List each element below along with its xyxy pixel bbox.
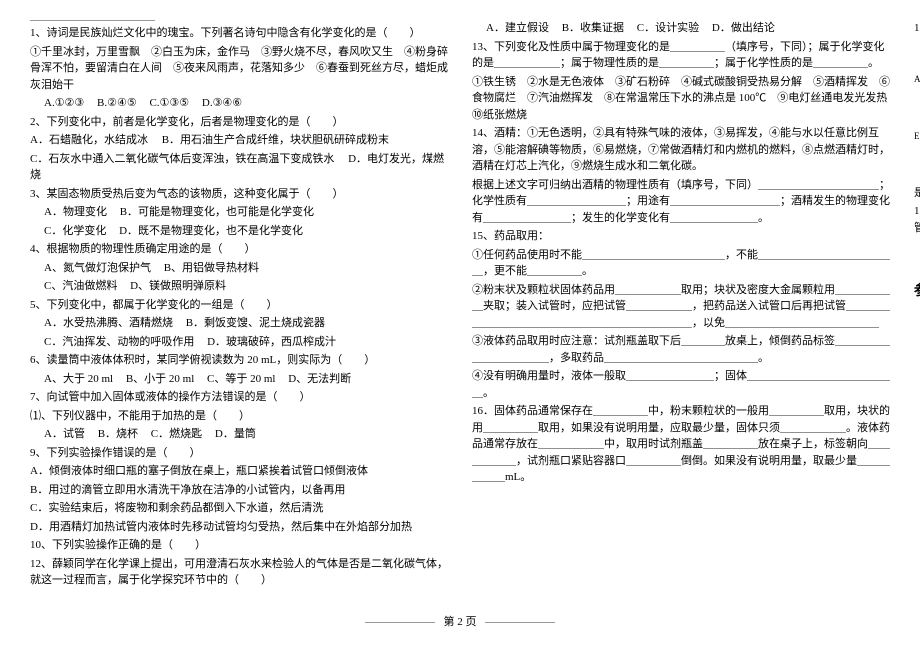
q1-opt-b: B.②④⑤ <box>97 97 137 109</box>
page-number: 第 2 页 <box>444 616 477 628</box>
q9-c: C．实验结束后，将废物和剩余药品都倒入下水道，然后清洗 <box>30 500 448 517</box>
q1-opt-c: C.①③⑤ <box>149 97 189 109</box>
q7-1-opts: A．试管 B．烧杯 C．燃烧匙 D．量筒 <box>30 426 448 443</box>
q6-d: D、无法判断 <box>288 373 351 385</box>
q5-c: C．汽油挥发、动物的呼吸作用 <box>44 336 194 348</box>
question-18-2: （3）量取液体体积的是＿＿＿；（4）用于搅拌液体的是＿＿＿ <box>914 238 920 255</box>
question-14-2: 根据上述文字可归纳出酒精的物理性质有（填序号，下同）＿＿＿＿＿＿＿＿＿＿＿；化学… <box>472 177 890 227</box>
question-2: 2、下列变化中，前者是化学变化，后者是物理变化的是（ ） <box>30 114 448 131</box>
q4-a: A、氮气做灯泡保护气 <box>44 262 151 274</box>
q7-1-d: D．量筒 <box>215 428 256 440</box>
question-10: 10、下列实验操作正确的是（ ） <box>30 537 448 554</box>
q2-c: C．石灰水中通入二氧化碳气体后变浑浊，铁在高温下变成铁水 D．电灯发光，煤燃烧 <box>30 151 448 184</box>
q13-items: ①铁生锈 ②水是无色液体 ③矿石粉碎 ④碱式碳酸铜受热易分解 ⑤酒精挥发 ⑥食物… <box>472 74 890 124</box>
q2-b-text: B．用石油生产合成纤维，块状胆矾研碎成粉末 <box>162 134 389 146</box>
q12-opts: A．建立假设 B．收集证据 C．设计实验 D．做出结论 <box>472 20 890 37</box>
question-15-3: ③液体药品取用时应注意：试剂瓶盖取下后＿＿＿＿放桌上，倾倒药品标签＿＿＿＿＿＿＿… <box>472 333 890 366</box>
q9-d: D．用酒精灯加热试管内液体时先移动试管均匀受热，然后集中在外焰部分加热 <box>30 519 448 536</box>
q12-d: D．做出结论 <box>712 22 775 34</box>
q1-options: A.①②③ B.②④⑤ C.①③⑤ D.③④⑥ <box>30 95 448 112</box>
q12-b: B．收集证据 <box>562 22 624 34</box>
q4-b: B、用铝做导热材料 <box>164 262 259 274</box>
question-14: 14、酒精：①无色透明，②具有特殊气味的液体，③易挥发，④能与水以任意比例互溶，… <box>472 125 890 175</box>
footer-line-right <box>485 622 555 623</box>
q1-opt-a: A.①②③ <box>44 97 84 109</box>
q17-8: 是＿＿＿(8)加热时常垫在玻璃容器与热源之间的用品是＿＿＿。 <box>914 185 920 202</box>
question-15-4: ④没有明确用量时，液体一般取＿＿＿＿＿＿＿＿；固体＿＿＿＿＿＿＿＿＿＿＿＿＿＿。 <box>472 368 890 401</box>
q17-icons-row1: A.锥形瓶 B.广口瓶 C.石棉网 D.蒸发皿 (1)用来夹持试管的工具是＿＿＿… <box>914 39 920 95</box>
q2-c-text: C．石灰水中通入二氧化碳气体后变浑浊，铁在高温下变成铁水 <box>30 153 334 165</box>
answers-heading: 参考答案 <box>914 281 920 302</box>
q3-row2: C．化学变化 D．既不是物理变化，也不是化学变化 <box>30 223 448 240</box>
question-9: 9、下列实验操作错误的是（ ） <box>30 445 448 462</box>
q5-row1: A．水受热沸腾、酒精燃烧 B．剩饭变馊、泥土烧成瓷器 <box>30 315 448 332</box>
q5-b: B．剩饭变馊、泥土烧成瓷器 <box>186 317 325 329</box>
icon-conical-flask: A.锥形瓶 <box>914 43 920 87</box>
divider-top <box>30 20 155 21</box>
q6-opts: A、大于 20 ml B、小于 20 ml C、等于 20 ml D、无法判断 <box>30 371 448 388</box>
q9-a: A．倾倒液体时细口瓶的塞子倒放在桌上，瓶口紧挨着试管口倾倒液体 <box>30 463 448 480</box>
question-6: 6、读量筒中液体体积时，某同学俯视读数为 20 mL，则实际为（ ） <box>30 352 448 369</box>
q1-text: 1、诗词是民族灿烂文化中的瑰宝。下列著名诗句中隐含有化学变化的是（ ） <box>30 27 421 39</box>
q17-icons-row2: E.试管夹 F.燃烧匙 G.试管刷 H.坩埚钳 (4)用于洗涤仪器内壁的工具是＿… <box>914 94 920 185</box>
q4-row1: A、氮气做灯泡保护气 B、用铝做导热材料 <box>30 260 448 277</box>
q5-row2: C．汽油挥发、动物的呼吸作用 D．玻璃破碎，西瓜榨成汁 <box>30 334 448 351</box>
question-15-2: ②粉末状及颗粒状固体药品用＿＿＿＿＿＿取用；块状及密度大金属颗粒用＿＿＿＿＿＿夹… <box>472 282 890 332</box>
q3-a: A．物理变化 <box>44 206 107 218</box>
apparatus-icons-row2: E.试管夹 F.燃烧匙 G.试管刷 H.坩埚钳 <box>914 98 920 144</box>
q3-row1: A．物理变化 B．可能是物理变化，也可能是化学变化 <box>30 204 448 221</box>
question-15-1: ①任何药品使用时不能＿＿＿＿＿＿＿＿＿＿＿＿＿，不能＿＿＿＿＿＿＿＿＿＿＿＿＿，… <box>472 247 890 280</box>
icon-a-label: A.锥形瓶 <box>914 74 920 84</box>
q3-c: C．化学变化 <box>44 225 106 237</box>
q4-d: D、镁做照明弹原料 <box>130 280 226 292</box>
q2-a: A．石蜡融化，水结成冰 B．用石油生产合成纤维，块状胆矾研碎成粉末 <box>30 132 448 149</box>
q7-1-c: C．燃烧匙 <box>151 428 202 440</box>
q6-a: A、大于 20 ml <box>44 373 113 385</box>
page-footer: 第 2 页 <box>30 614 890 631</box>
q12-a: A．建立假设 <box>486 22 549 34</box>
question-13: 13、下列变化及性质中属于物理变化的是＿＿＿＿＿（填序号，下同）；属于化学变化的… <box>472 39 890 72</box>
footer-line-left <box>365 622 435 623</box>
q3-d: D．既不是物理变化，也不是化学变化 <box>119 225 303 237</box>
question-4: 4、根据物质的物理性质确定用途的是（ ） <box>30 241 448 258</box>
q5-d: D．玻璃破碎，西瓜榨成汁 <box>207 336 336 348</box>
question-5: 5、下列变化中，都属于化学变化的一组是（ ） <box>30 297 448 314</box>
question-7-1: ⑴、下列仪器中，不能用于加热的是（ ） <box>30 408 448 425</box>
q1-stem-poems: ①千里冰封，万里雪飘 ②白玉为床，金作马 ③野火烧不尽，春风吹又生 ④粉身碎骨浑… <box>30 44 448 94</box>
q5-a: A．水受热沸腾、酒精燃烧 <box>44 317 173 329</box>
icon-e-label: E.试管夹 <box>914 131 920 141</box>
q7-1-b: B．烧杯 <box>98 428 138 440</box>
q9-b: B．用过的滴管立即用水清洗干净放在洁净的小试管内，以备再用 <box>30 482 448 499</box>
question-17: 17．将下列各仪器名称前的字母序号与其用途相对应的选项填写在相应位置上。 <box>914 20 920 37</box>
question-18: 18．现有下列仪器：①试管；②玻璃棒；③药匙；④托盘天平；⑤蒸发皿；⑥胶头滴管。… <box>914 203 920 236</box>
question-18-3: （5）用于给液体加热的是＿＿＿；（6）用于吸取和滴加少量液体的是＿＿＿ <box>914 257 920 274</box>
q6-c: C、等于 20 ml <box>207 373 275 385</box>
q4-row2: C、汽油做燃料 D、镁做照明弹原料 <box>30 278 448 295</box>
q1-opt-d: D.③④⑥ <box>202 97 242 109</box>
question-16: 16．固体药品通常保存在＿＿＿＿＿中，粉末颗粒状的一般用＿＿＿＿＿取用，块状的用… <box>472 403 890 486</box>
question-3: 3、某固态物质受热后变为气态的该物质，这种变化属于（ ） <box>30 186 448 203</box>
apparatus-icons-row1: A.锥形瓶 B.广口瓶 C.石棉网 D.蒸发皿 <box>914 43 920 87</box>
question-1: 1、诗词是民族灿烂文化中的瑰宝。下列著名诗句中隐含有化学变化的是（ ） <box>30 25 448 42</box>
question-15: 15、药品取用： <box>472 228 890 245</box>
question-12: 12、薛颖同学在化学课上提出，可用澄清石灰水来检验人的气体是否是二氧化碳气体，就… <box>30 556 448 589</box>
q2-a-text: A．石蜡融化，水结成冰 <box>30 134 148 146</box>
document-page: 1、诗词是民族灿烂文化中的瑰宝。下列著名诗句中隐含有化学变化的是（ ） ①千里冰… <box>30 20 890 600</box>
q3-b: B．可能是物理变化，也可能是化学变化 <box>120 206 314 218</box>
q6-b: B、小于 20 ml <box>126 373 194 385</box>
icon-tube-clamp: E.试管夹 <box>914 100 920 144</box>
q7-1-a: A．试管 <box>44 428 85 440</box>
q12-c: C．设计实验 <box>637 22 699 34</box>
question-17-block: 17．将下列各仪器名称前的字母序号与其用途相对应的选项填写在相应位置上。 A.锥… <box>914 20 920 201</box>
q4-c: C、汽油做燃料 <box>44 280 117 292</box>
question-7: 7、向试管中加入固体或液体的操作方法错误的是（ ） <box>30 389 448 406</box>
